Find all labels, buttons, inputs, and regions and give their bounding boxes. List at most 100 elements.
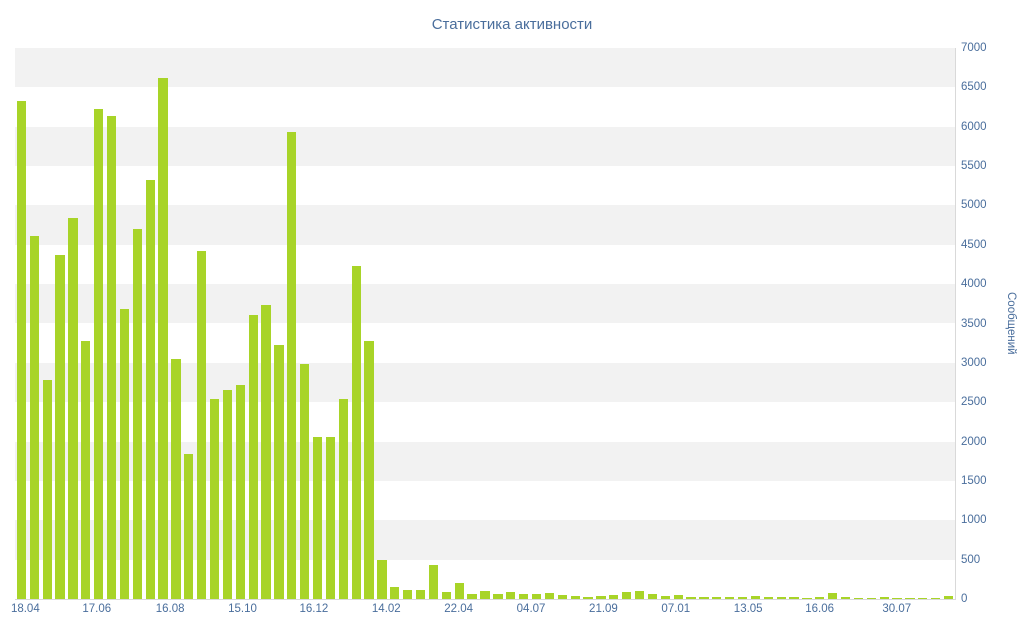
y-axis-title: Сообщений — [1005, 292, 1017, 355]
x-tick-label: 30.07 — [882, 603, 912, 615]
bar[interactable] — [750, 595, 761, 599]
bar[interactable] — [55, 255, 65, 599]
bar[interactable] — [415, 589, 426, 599]
bar[interactable] — [428, 565, 439, 599]
bar[interactable] — [145, 180, 155, 599]
bar[interactable] — [622, 591, 632, 599]
x-tick-label: 17.06 — [82, 603, 112, 615]
bar[interactable] — [544, 592, 554, 599]
bar[interactable] — [261, 304, 271, 599]
y-tick-label: 6000 — [961, 120, 987, 133]
bar[interactable] — [441, 591, 451, 599]
x-axis-labels: 18.04 17.06 16.08 15.10 16.12 14.02 22.04 04.07… — [11, 603, 955, 619]
bar[interactable] — [660, 595, 670, 599]
bar[interactable] — [918, 598, 928, 599]
bar[interactable] — [686, 596, 696, 599]
bar[interactable] — [570, 595, 580, 599]
bar[interactable] — [518, 593, 529, 599]
bar[interactable] — [531, 594, 542, 599]
bar[interactable] — [699, 597, 709, 599]
y-axis-labels: 0 500 1000 1500 2000 2500 3000 3500 4000 4500 5000… — [961, 0, 1006, 640]
bar[interactable] — [634, 591, 645, 599]
bar[interactable] — [197, 251, 207, 599]
x-tick-label: 14.02 — [371, 603, 401, 615]
bar[interactable] — [364, 340, 374, 599]
bar[interactable] — [338, 399, 348, 599]
bar[interactable] — [892, 598, 902, 599]
bar[interactable] — [493, 594, 503, 599]
bar[interactable] — [712, 596, 722, 599]
plot-band — [15, 520, 955, 560]
bar[interactable] — [802, 598, 812, 599]
plot-band — [15, 441, 955, 481]
bar[interactable] — [673, 595, 683, 599]
bar[interactable] — [853, 598, 864, 599]
bar[interactable] — [506, 591, 516, 599]
y-axis-line — [955, 48, 956, 600]
bar[interactable] — [789, 597, 799, 599]
x-tick-label: 13.05 — [733, 603, 763, 615]
bar[interactable] — [42, 380, 52, 599]
x-tick-label: 18.04 — [10, 603, 40, 615]
y-tick-label: 500 — [961, 553, 981, 566]
bar[interactable] — [29, 236, 39, 599]
bar[interactable] — [222, 389, 233, 599]
bar[interactable] — [905, 598, 915, 599]
bar[interactable] — [274, 344, 284, 599]
bar[interactable] — [132, 229, 142, 599]
plot-band — [15, 48, 955, 88]
bar[interactable] — [776, 596, 786, 599]
bar[interactable] — [737, 596, 748, 599]
bar[interactable] — [943, 595, 954, 599]
bar[interactable] — [312, 436, 323, 599]
bar[interactable] — [596, 595, 606, 599]
bar[interactable] — [557, 595, 567, 599]
chart-title: Статистика активности — [431, 16, 593, 33]
bar[interactable] — [454, 583, 464, 599]
x-tick-label: 04.07 — [516, 603, 546, 615]
bar[interactable] — [828, 592, 838, 599]
bar[interactable] — [609, 595, 619, 599]
bar[interactable] — [866, 598, 876, 599]
bar[interactable] — [106, 116, 117, 599]
bar[interactable] — [287, 132, 297, 599]
x-axis-line — [15, 599, 956, 600]
bar[interactable] — [403, 589, 413, 599]
bar[interactable] — [94, 108, 104, 599]
bar[interactable] — [351, 266, 361, 599]
plot-band — [15, 205, 955, 245]
y-tick-label: 4000 — [961, 278, 987, 291]
bar[interactable] — [390, 587, 400, 599]
bar[interactable] — [81, 340, 91, 599]
bar[interactable] — [209, 399, 220, 599]
y-tick-label: 2000 — [961, 435, 987, 448]
bar[interactable] — [879, 597, 889, 599]
bar[interactable] — [68, 218, 78, 599]
plot-band — [15, 284, 955, 324]
bar[interactable] — [377, 560, 387, 599]
bar[interactable] — [467, 593, 477, 599]
bar[interactable] — [119, 309, 130, 599]
bar[interactable] — [815, 597, 825, 599]
bar[interactable] — [931, 598, 941, 599]
bar[interactable] — [300, 364, 310, 599]
y-tick-label: 3500 — [961, 317, 987, 330]
y-tick-label: 5500 — [961, 160, 987, 173]
bar[interactable] — [840, 597, 851, 599]
bar[interactable] — [184, 454, 194, 599]
bar[interactable] — [248, 314, 258, 599]
bar[interactable] — [763, 597, 773, 599]
y-tick-label: 0 — [961, 593, 968, 605]
bar[interactable] — [583, 596, 593, 599]
y-tick-label: 1000 — [961, 514, 987, 527]
bar[interactable] — [16, 100, 27, 599]
bar[interactable] — [171, 358, 181, 599]
bar[interactable] — [235, 384, 245, 599]
x-tick-label: 16.08 — [155, 603, 185, 615]
bar[interactable] — [647, 594, 658, 599]
bar[interactable] — [480, 591, 490, 599]
bar[interactable] — [158, 77, 168, 599]
bar[interactable] — [325, 436, 336, 599]
bar[interactable] — [725, 597, 735, 599]
